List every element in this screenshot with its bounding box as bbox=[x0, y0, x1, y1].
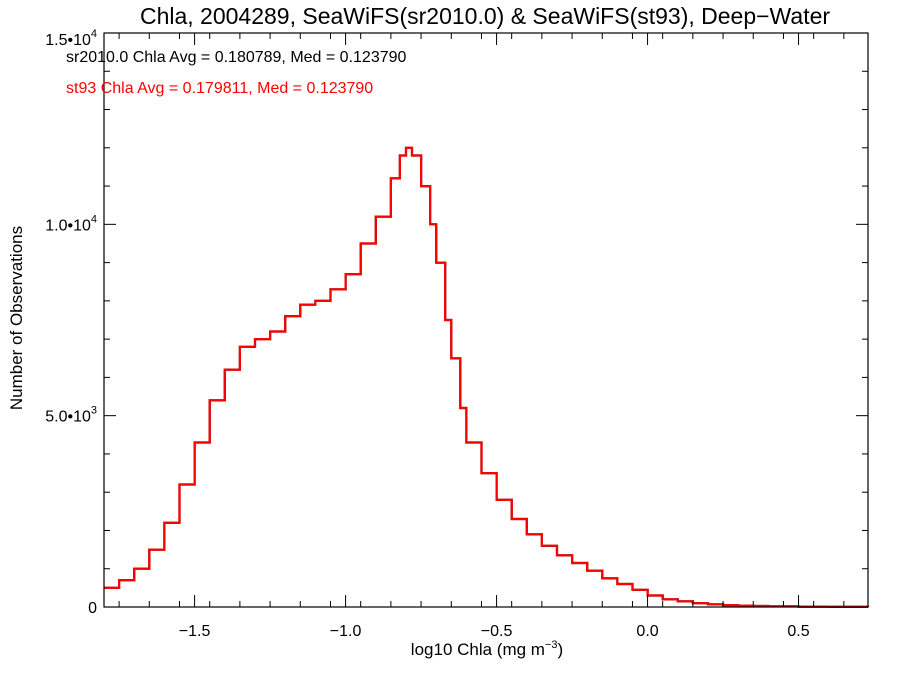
annotation-sr2010-stats: sr2010.0 Chla Avg = 0.180789, Med = 0.12… bbox=[66, 49, 407, 66]
x-axis-label: log10 Chla (mg m−3) bbox=[411, 639, 563, 659]
annotation-st93-stats: st93 Chla Avg = 0.179811, Med = 0.123790 bbox=[66, 80, 373, 97]
y-tick-label: 5.0•103 bbox=[45, 405, 97, 426]
axes: −1.5 −1.0 −0.5 0.0 0.5 0 5.0•103 1.0•104 1.5•104 bbox=[45, 28, 868, 640]
series-layer bbox=[104, 146, 870, 608]
x-tick-label: −1.5 bbox=[179, 623, 211, 640]
y-tick-label: 1.0•104 bbox=[45, 213, 97, 234]
y-tick-label: 0 bbox=[88, 600, 97, 617]
plot-frame bbox=[103, 32, 869, 608]
y-tick-label: 1.5•104 bbox=[45, 28, 97, 49]
chart-title: Chla, 2004289, SeaWiFS(sr2010.0) & SeaWi… bbox=[140, 3, 830, 29]
x-tick-label: 0.0 bbox=[636, 623, 658, 640]
y-axis-label: Number of Observations bbox=[7, 226, 26, 410]
series-st93 bbox=[104, 146, 870, 608]
x-tick-label: −1.0 bbox=[330, 623, 362, 640]
x-tick-label: 0.5 bbox=[787, 623, 809, 640]
x-tick-label: −0.5 bbox=[481, 623, 513, 640]
